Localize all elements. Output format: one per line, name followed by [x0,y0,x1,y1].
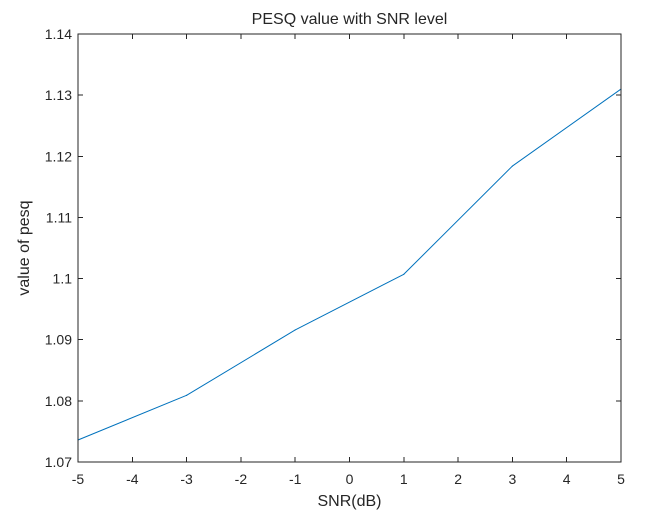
x-tick-label: -1 [289,471,302,487]
data-point [186,394,188,396]
y-tick-label: 1.09 [45,332,72,348]
x-tick-label: 3 [509,471,517,487]
x-tick-label: 0 [346,471,354,487]
y-tick-label: 1.13 [45,87,72,103]
chart-title: PESQ value with SNR level [252,11,448,28]
y-tick-label: 1.14 [45,26,72,42]
y-tick-label: 1.07 [45,454,72,470]
x-tick-label: -5 [72,471,85,487]
y-axis-label: value of pesq [16,200,33,295]
y-tick-label: 1.12 [45,148,72,164]
series-line [77,88,622,441]
x-tick-label: 1 [400,471,408,487]
data-point [511,165,513,167]
x-tick-label: 2 [454,471,462,487]
plot-area [78,34,621,462]
y-axis-ticks: 1.07 1.08 1.09 1.1 1.11 1.12 1.13 1.14 [45,26,621,470]
plot-frame [77,33,622,463]
x-axis-ticks: -5 -4 -3 -2 -1 0 1 2 3 4 5 [72,34,625,487]
x-axis-label: SNR(dB) [317,493,381,510]
x-tick-label: 5 [617,471,625,487]
x-tick-label: 4 [563,471,571,487]
data-point [403,273,405,275]
x-tick-label: -2 [235,471,248,487]
x-tick-label: -3 [180,471,193,487]
data-point [294,329,296,331]
y-tick-label: 1.08 [45,393,72,409]
y-tick-label: 1.11 [46,209,72,225]
y-tick-label: 1.1 [53,271,73,287]
x-tick-label: -4 [126,471,139,487]
